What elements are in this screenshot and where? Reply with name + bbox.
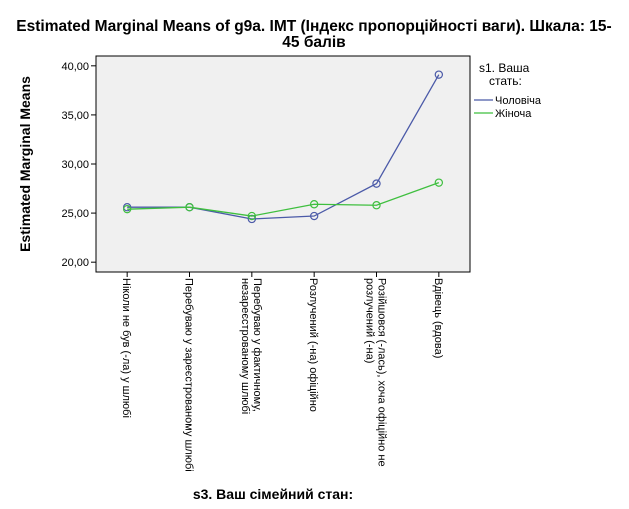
y-tick-label: 40,00 [61, 61, 89, 73]
x-tick-label: Ніколи не був (-ла) у шлюбі [120, 278, 132, 418]
x-axis-label: s3. Ваш сімейний стан: [193, 486, 353, 502]
x-tick-label: розлучений (-на) [364, 278, 376, 363]
legend-title-line-2: стать: [489, 74, 522, 88]
x-tick-label: незареєстрованому шлюбі [239, 278, 251, 414]
data-point-series-1 [434, 70, 444, 79]
x-tick-label: Розлучений (-на) офіційно [307, 278, 319, 412]
y-axis-label: Estimated Marginal Means [17, 76, 33, 252]
x-tick-label-group: Ніколи не був (-ла) у шлюбі [120, 278, 132, 418]
x-tick-label-group: Розійшовся (-лась), хоча офіційно нерозл… [364, 278, 388, 467]
legend-title-line-1: s1. Ваша [479, 61, 530, 75]
x-tick-label: Розійшовся (-лась), хоча офіційно не [376, 278, 388, 467]
y-tick-label: 30,00 [61, 159, 89, 171]
y-tick-label: 35,00 [61, 110, 89, 122]
data-point-series-1 [372, 179, 381, 188]
data-point-series-2 [372, 201, 381, 210]
x-tick-label-group: Розлучений (-на) офіційно [307, 278, 319, 412]
y-tick-label: 20,00 [61, 257, 89, 269]
data-point-series-2 [247, 211, 257, 221]
x-tick-label: Вдівець (вдова) [432, 278, 444, 358]
series-line-2 [127, 182, 440, 217]
chart-title-line-1: Estimated Marginal Means of g9a. IMT (Ін… [16, 18, 611, 35]
x-tick-label: Перебуваю у фактичному, [251, 278, 263, 412]
data-point-series-1 [309, 211, 319, 221]
plot-area: 20,00 25,00 30,00 35,00 40,00 Ніколи не був (… [61, 55, 471, 472]
x-tick-label-group: Вдівець (вдова) [432, 278, 444, 358]
chart-title-line-2: 45 балів [282, 34, 345, 51]
x-tick-label: Перебуваю у зареєстрованому шлюбі [183, 278, 195, 472]
x-tick-label-group: Перебуваю у фактичному,незареєстрованому… [239, 278, 263, 414]
x-tick-label-group: Перебуваю у зареєстрованому шлюбі [183, 278, 195, 472]
plot-frame [95, 55, 471, 273]
legend-label: Жіноча [495, 108, 532, 120]
y-tick-label: 25,00 [61, 208, 89, 220]
data-point-series-2 [122, 204, 132, 214]
data-point-series-2 [185, 202, 194, 212]
legend-label: Чоловіча [495, 95, 542, 107]
data-point-series-2 [309, 200, 319, 209]
data-point-series-2 [434, 178, 444, 187]
